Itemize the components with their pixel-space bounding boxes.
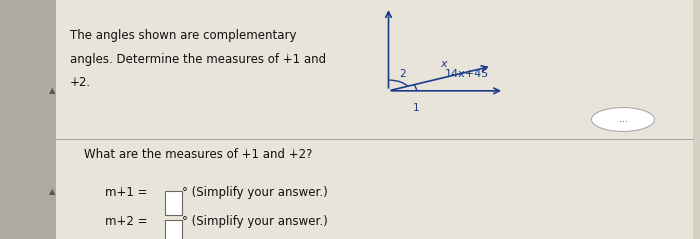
Text: The angles shown are complementary: The angles shown are complementary <box>70 29 297 42</box>
FancyBboxPatch shape <box>0 0 56 239</box>
Text: x: x <box>440 59 447 69</box>
Text: What are the measures of ∔1 and ∔2?: What are the measures of ∔1 and ∔2? <box>84 148 312 161</box>
Text: ∔2.: ∔2. <box>70 76 91 89</box>
FancyBboxPatch shape <box>56 0 693 139</box>
Text: 2: 2 <box>399 69 405 79</box>
Text: m∔2 =: m∔2 = <box>105 215 151 228</box>
Text: 14x+45: 14x+45 <box>444 69 489 79</box>
Text: ...: ... <box>619 114 627 125</box>
Ellipse shape <box>592 108 654 131</box>
Text: ° (Simplify your answer.): ° (Simplify your answer.) <box>182 186 328 199</box>
Text: angles. Determine the measures of ∔1 and: angles. Determine the measures of ∔1 and <box>70 53 326 65</box>
Text: ▲: ▲ <box>49 86 56 95</box>
FancyBboxPatch shape <box>164 220 182 239</box>
FancyBboxPatch shape <box>164 191 182 215</box>
Text: m∔1 =: m∔1 = <box>105 186 151 199</box>
Text: ° (Simplify your answer.): ° (Simplify your answer.) <box>182 215 328 228</box>
Text: 1: 1 <box>413 103 420 113</box>
FancyBboxPatch shape <box>56 139 693 239</box>
Text: ▲: ▲ <box>49 187 56 196</box>
